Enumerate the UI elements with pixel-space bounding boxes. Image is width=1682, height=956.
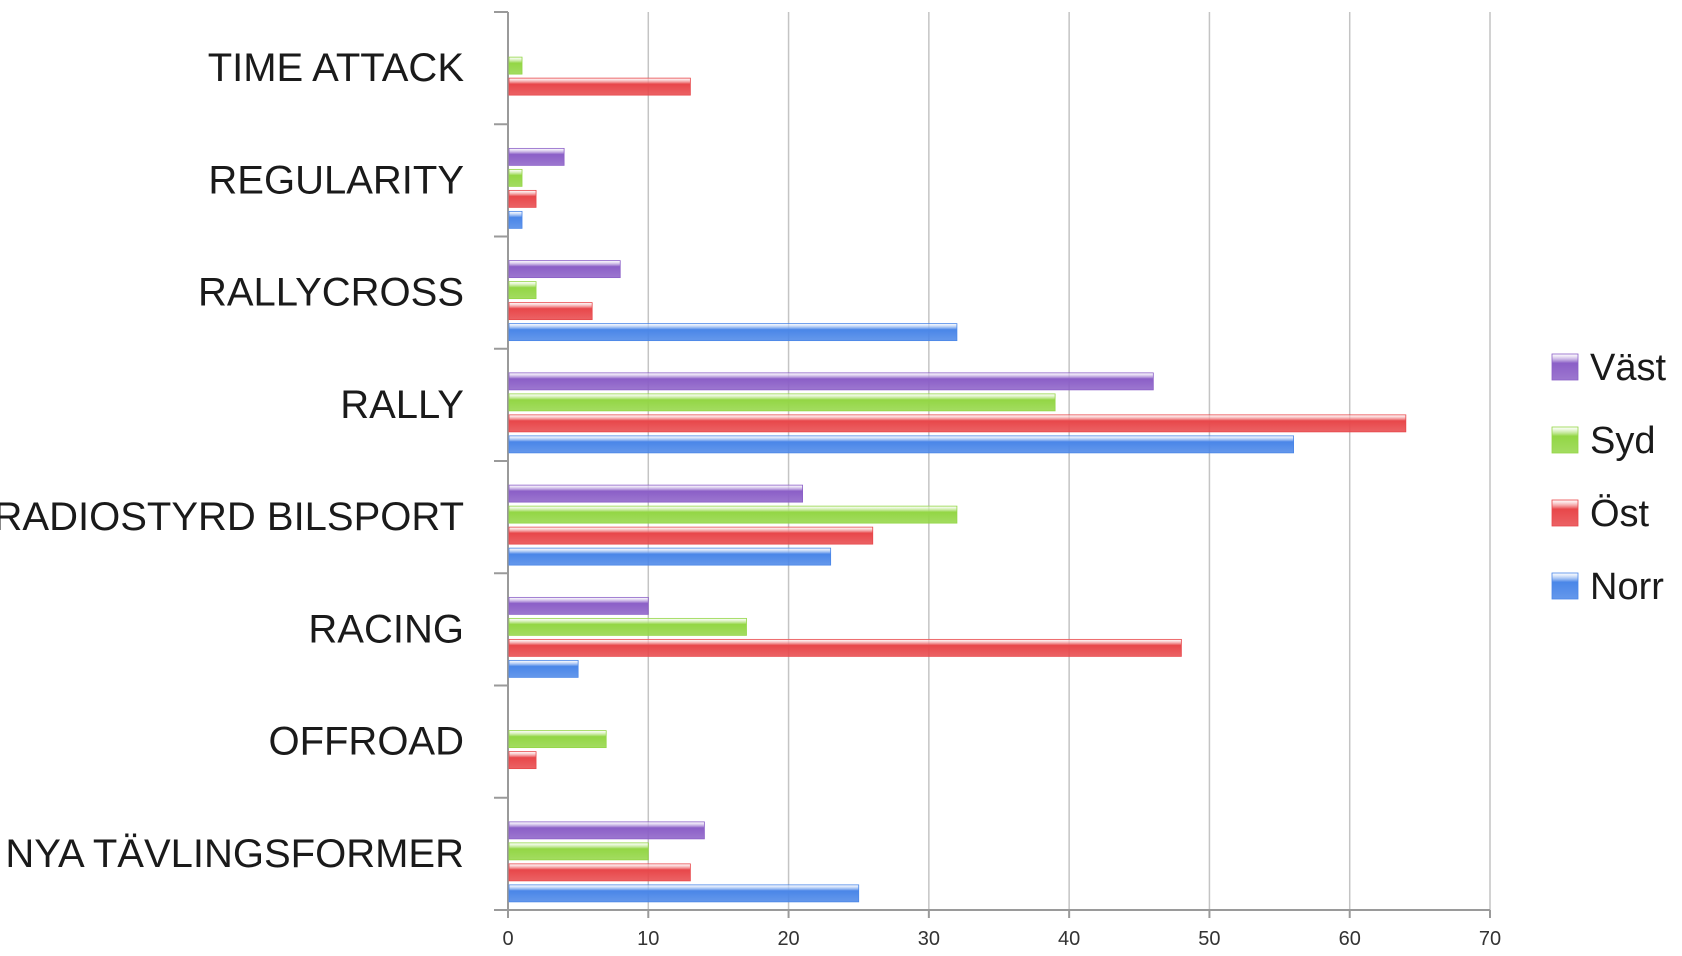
bar-vast-rally	[508, 372, 1154, 391]
legend-swatch-syd	[1551, 426, 1579, 454]
x-tick-label: 40	[1058, 928, 1080, 950]
category-label-nya-tavlingsformer: NYA TÄVLINGSFORMER	[5, 832, 464, 876]
category-label-regularity: REGULARITY	[208, 158, 464, 202]
bar-syd-rally	[508, 393, 1056, 412]
bar-vast-radiostyrd-bilsport	[508, 484, 804, 503]
legend-label-vast: Väst	[1590, 347, 1666, 389]
legend-label-ost: Öst	[1590, 493, 1650, 535]
category-label-offroad: OFFROAD	[268, 720, 464, 764]
bar-syd-nya-tavlingsformer	[508, 842, 649, 861]
axes	[494, 11, 1491, 918]
bar-syd-time-attack	[508, 56, 523, 75]
legend: Väst Syd Öst Norr	[1551, 347, 1666, 608]
x-tick-label: 50	[1198, 928, 1220, 950]
x-tick-label: 0	[502, 928, 513, 950]
legend-label-norr: Norr	[1590, 566, 1664, 608]
bar-ost-rally	[508, 414, 1407, 433]
bar-ost-regularity	[508, 189, 537, 208]
bar-norr-rally	[508, 435, 1294, 454]
bar-norr-nya-tavlingsformer	[508, 884, 860, 903]
bar-ost-nya-tavlingsformer	[508, 863, 691, 882]
bar-syd-regularity	[508, 168, 523, 187]
bar-syd-radiostyrd-bilsport	[508, 505, 958, 524]
x-tick-label: 20	[777, 928, 799, 950]
category-label-radiostyrd-bilsport: RADIOSTYRD BILSPORT	[0, 495, 464, 539]
bar-ost-rallycross	[508, 302, 593, 321]
x-tick-label: 60	[1339, 928, 1361, 950]
category-label-racing: RACING	[308, 607, 464, 651]
bar-vast-rallycross	[508, 260, 621, 279]
bars	[508, 56, 1407, 903]
bar-syd-rallycross	[508, 281, 537, 300]
gridlines	[647, 12, 1491, 910]
x-tick-label: 10	[637, 928, 659, 950]
bar-ost-radiostyrd-bilsport	[508, 526, 874, 545]
bar-vast-nya-tavlingsformer	[508, 821, 705, 840]
category-labels: NYA TÄVLINGSFORMER OFFROAD RACING RADIOSTYR…	[0, 46, 464, 876]
bar-ost-offroad	[508, 751, 537, 770]
legend-label-syd: Syd	[1590, 420, 1655, 462]
bar-ost-time-attack	[508, 77, 691, 96]
bar-norr-radiostyrd-bilsport	[508, 547, 832, 566]
bar-ost-racing	[508, 638, 1182, 657]
bar-norr-regularity	[508, 210, 523, 229]
legend-swatch-norr	[1551, 572, 1579, 600]
bar-syd-offroad	[508, 730, 607, 749]
bar-vast-racing	[508, 596, 649, 615]
legend-swatch-vast	[1551, 353, 1579, 381]
bar-norr-rallycross	[508, 323, 958, 342]
bar-vast-regularity	[508, 147, 565, 166]
bar-syd-racing	[508, 617, 747, 636]
category-label-rallycross: RALLYCROSS	[198, 271, 464, 315]
x-tick-label: 70	[1479, 928, 1501, 950]
legend-swatch-ost	[1551, 499, 1579, 527]
category-label-time-attack: TIME ATTACK	[208, 46, 465, 90]
x-tick-label: 30	[918, 928, 940, 950]
category-label-rally: RALLY	[340, 383, 464, 427]
x-tick-labels: 0 10 20 30 40 50 60 70	[502, 928, 1501, 950]
bar-norr-racing	[508, 659, 579, 678]
